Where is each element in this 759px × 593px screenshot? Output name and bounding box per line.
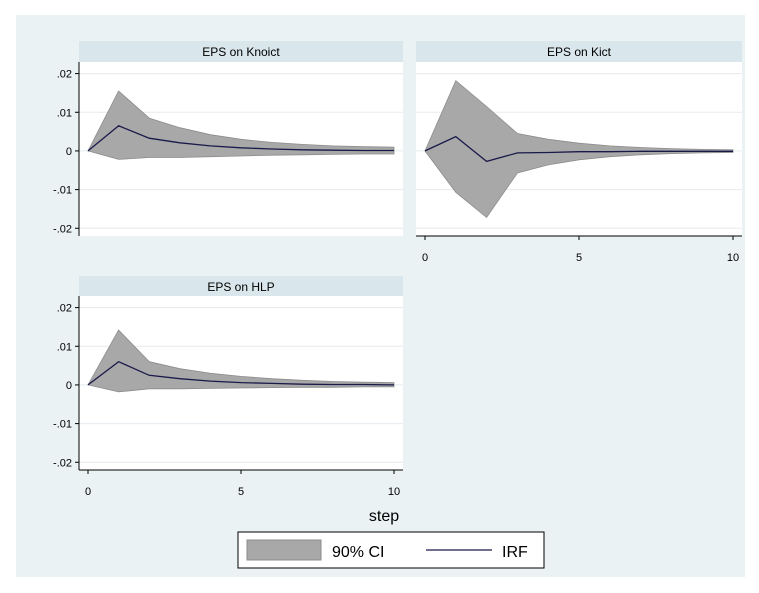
y-tick-label: .02 — [57, 303, 72, 315]
y-tick-label: .01 — [57, 107, 72, 119]
panel-title-strip — [416, 41, 742, 62]
x-tick-label: 10 — [388, 486, 400, 498]
irf-line — [424, 135, 733, 163]
panels-group: EPS on Knoict .02 .01 0 -.01 -.02 EPS on Kict 0… — [53, 41, 742, 498]
x-tick-label: 5 — [576, 252, 582, 264]
panel-title-strip — [79, 276, 403, 296]
y-tick-label: 0 — [66, 380, 72, 392]
legend: 90% CI IRF — [237, 531, 545, 569]
irf-line — [87, 125, 394, 152]
x-tick-label: 10 — [727, 252, 739, 264]
panel-2: EPS on Kict 0 5 10 — [416, 41, 742, 264]
y-tick-label: 0 — [66, 146, 72, 158]
legend-irf-label: IRF — [502, 544, 528, 561]
x-tick-label: 0 — [422, 252, 428, 264]
y-tick-label: -.01 — [53, 185, 72, 197]
panel-3: EPS on HLP .02 .01 0 -.01 -.02 0 5 10 — [53, 276, 403, 498]
panel-title: EPS on Kict — [547, 45, 612, 59]
x-tick-label: 0 — [85, 486, 91, 498]
y-tick-label: -.02 — [53, 457, 72, 469]
legend-ci-swatch — [246, 539, 322, 561]
y-tick-label: .01 — [57, 341, 72, 353]
x-axis-title: step — [369, 508, 399, 525]
irf-line — [87, 360, 395, 386]
legend-ci-label: 90% CI — [332, 544, 384, 561]
y-tick-label: .02 — [57, 69, 72, 81]
y-tick-label: -.01 — [53, 419, 72, 431]
x-tick-label: 5 — [238, 486, 244, 498]
y-tick-label: -.02 — [53, 223, 72, 235]
panel-title: EPS on Knoict — [202, 45, 280, 59]
panel-1: EPS on Knoict .02 .01 0 -.01 -.02 — [53, 41, 403, 236]
panel-title-strip — [79, 41, 403, 62]
panel-title: EPS on HLP — [207, 280, 274, 294]
